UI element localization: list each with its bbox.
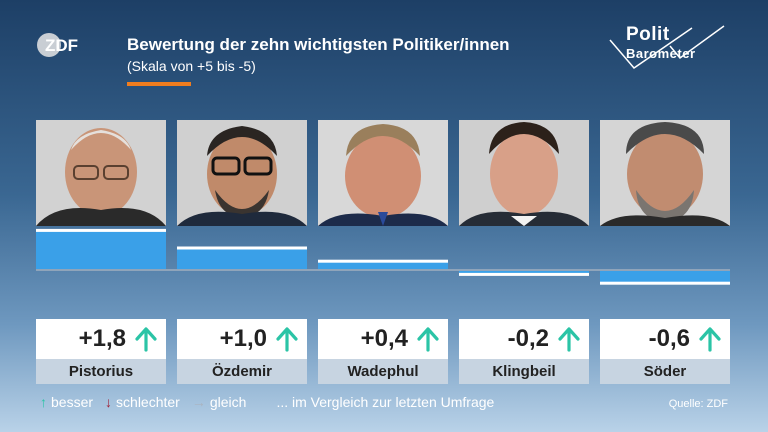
- trend-up-icon: [417, 327, 439, 352]
- politician-name: Klingbeil: [492, 363, 556, 380]
- value-card-söder: -0,6 Söder: [600, 319, 730, 384]
- zdf-logo: ZDF: [37, 33, 78, 57]
- value-label: +1,8: [78, 325, 126, 352]
- name-box: Pistorius: [36, 359, 166, 384]
- value-box: +0,4: [318, 319, 448, 359]
- trend-up-icon: [135, 327, 157, 352]
- photo-oezdemir: [177, 120, 307, 226]
- bar-edge-wadephul: [318, 259, 448, 263]
- accent-line: [127, 82, 191, 86]
- value-card-pistorius: +1,8 Pistorius: [36, 319, 166, 384]
- photo-pistorius: [36, 120, 166, 226]
- legend-comparison: ... im Vergleich zur letzten Umfrage: [276, 394, 495, 410]
- bar-pistorius: [36, 230, 166, 270]
- bar-klingbeil: [459, 270, 589, 275]
- politician-name: Özdemir: [211, 363, 272, 380]
- chart-title: Bewertung der zehn wichtigsten Politiker…: [127, 35, 510, 54]
- title-block: Bewertung der zehn wichtigsten Politiker…: [127, 35, 510, 75]
- name-box: Klingbeil: [459, 359, 589, 384]
- photo-wadephul: [318, 120, 448, 226]
- trend-up-icon: [558, 327, 580, 352]
- value-box: +1,0: [177, 319, 307, 359]
- bar-edge-özdemir: [177, 246, 307, 250]
- value-card-wadephul: +0,4 Wadephul: [318, 319, 448, 384]
- name-box: Özdemir: [177, 359, 307, 384]
- politbarometer-checkmark-icon: [609, 25, 725, 70]
- bar-wadephul: [318, 261, 448, 270]
- source-label: Quelle: ZDF: [668, 398, 728, 410]
- arrow-down-icon: ↓: [105, 394, 113, 410]
- arrow-right-icon: →: [191, 394, 206, 410]
- value-label: +0,4: [360, 325, 408, 352]
- bar-söder: [600, 270, 730, 284]
- value-box: -0,6: [600, 319, 730, 359]
- photo-klingbeil: [459, 120, 589, 226]
- politician-name: Wadephul: [347, 363, 419, 380]
- politbarometer-logo: Polit Barometer: [606, 24, 728, 76]
- politician-name: Pistorius: [68, 363, 134, 380]
- value-label: +1,0: [219, 325, 267, 352]
- value-card-özdemir: +1,0 Özdemir: [177, 319, 307, 384]
- bar-edge-söder: [600, 281, 730, 285]
- trend-up-icon: [699, 327, 721, 352]
- arrow-up-icon: ↑: [40, 394, 47, 410]
- value-label: -0,6: [648, 325, 690, 352]
- value-box: -0,2: [459, 319, 589, 359]
- svg-text:ZDF: ZDF: [45, 36, 78, 55]
- politician-name: Söder: [643, 363, 687, 380]
- photo-soeder: [600, 120, 730, 226]
- politbarometer-logo-line1: Polit: [626, 24, 670, 45]
- chart-subtitle: (Skala von +5 bis -5): [127, 58, 256, 74]
- value-card-klingbeil: -0,2 Klingbeil: [459, 319, 589, 384]
- politbarometer-logo-line2: Barometer: [626, 46, 696, 61]
- bar-özdemir: [177, 248, 307, 270]
- value-box: +1,8: [36, 319, 166, 359]
- bar-edge-klingbeil: [459, 272, 589, 276]
- legend-worse: schlechter: [116, 394, 180, 410]
- name-box: Söder: [600, 359, 730, 384]
- bar-edge-pistorius: [36, 228, 166, 232]
- value-label: -0,2: [507, 325, 549, 352]
- trend-up-icon: [276, 327, 298, 352]
- legend-same: gleich: [209, 394, 247, 410]
- name-box: Wadephul: [318, 359, 448, 384]
- legend-better: besser: [51, 394, 94, 410]
- legend: ↑ besser ↓ schlechter → gleich ... im Ve…: [40, 394, 494, 410]
